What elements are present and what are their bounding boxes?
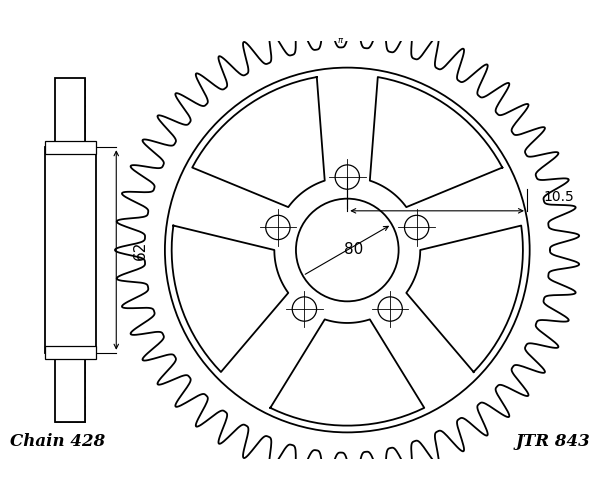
Bar	[44, 346, 96, 360]
Bar	[55, 78, 85, 422]
Text: 62: 62	[133, 240, 148, 260]
Text: JTR 843: JTR 843	[516, 434, 590, 450]
Bar	[44, 140, 96, 154]
Text: 80: 80	[344, 242, 364, 258]
Text: $\pi$: $\pi$	[337, 36, 344, 46]
Text: Chain 428: Chain 428	[10, 434, 105, 450]
Bar	[44, 148, 96, 352]
Bar	[55, 78, 85, 422]
Text: 10.5: 10.5	[543, 190, 574, 204]
